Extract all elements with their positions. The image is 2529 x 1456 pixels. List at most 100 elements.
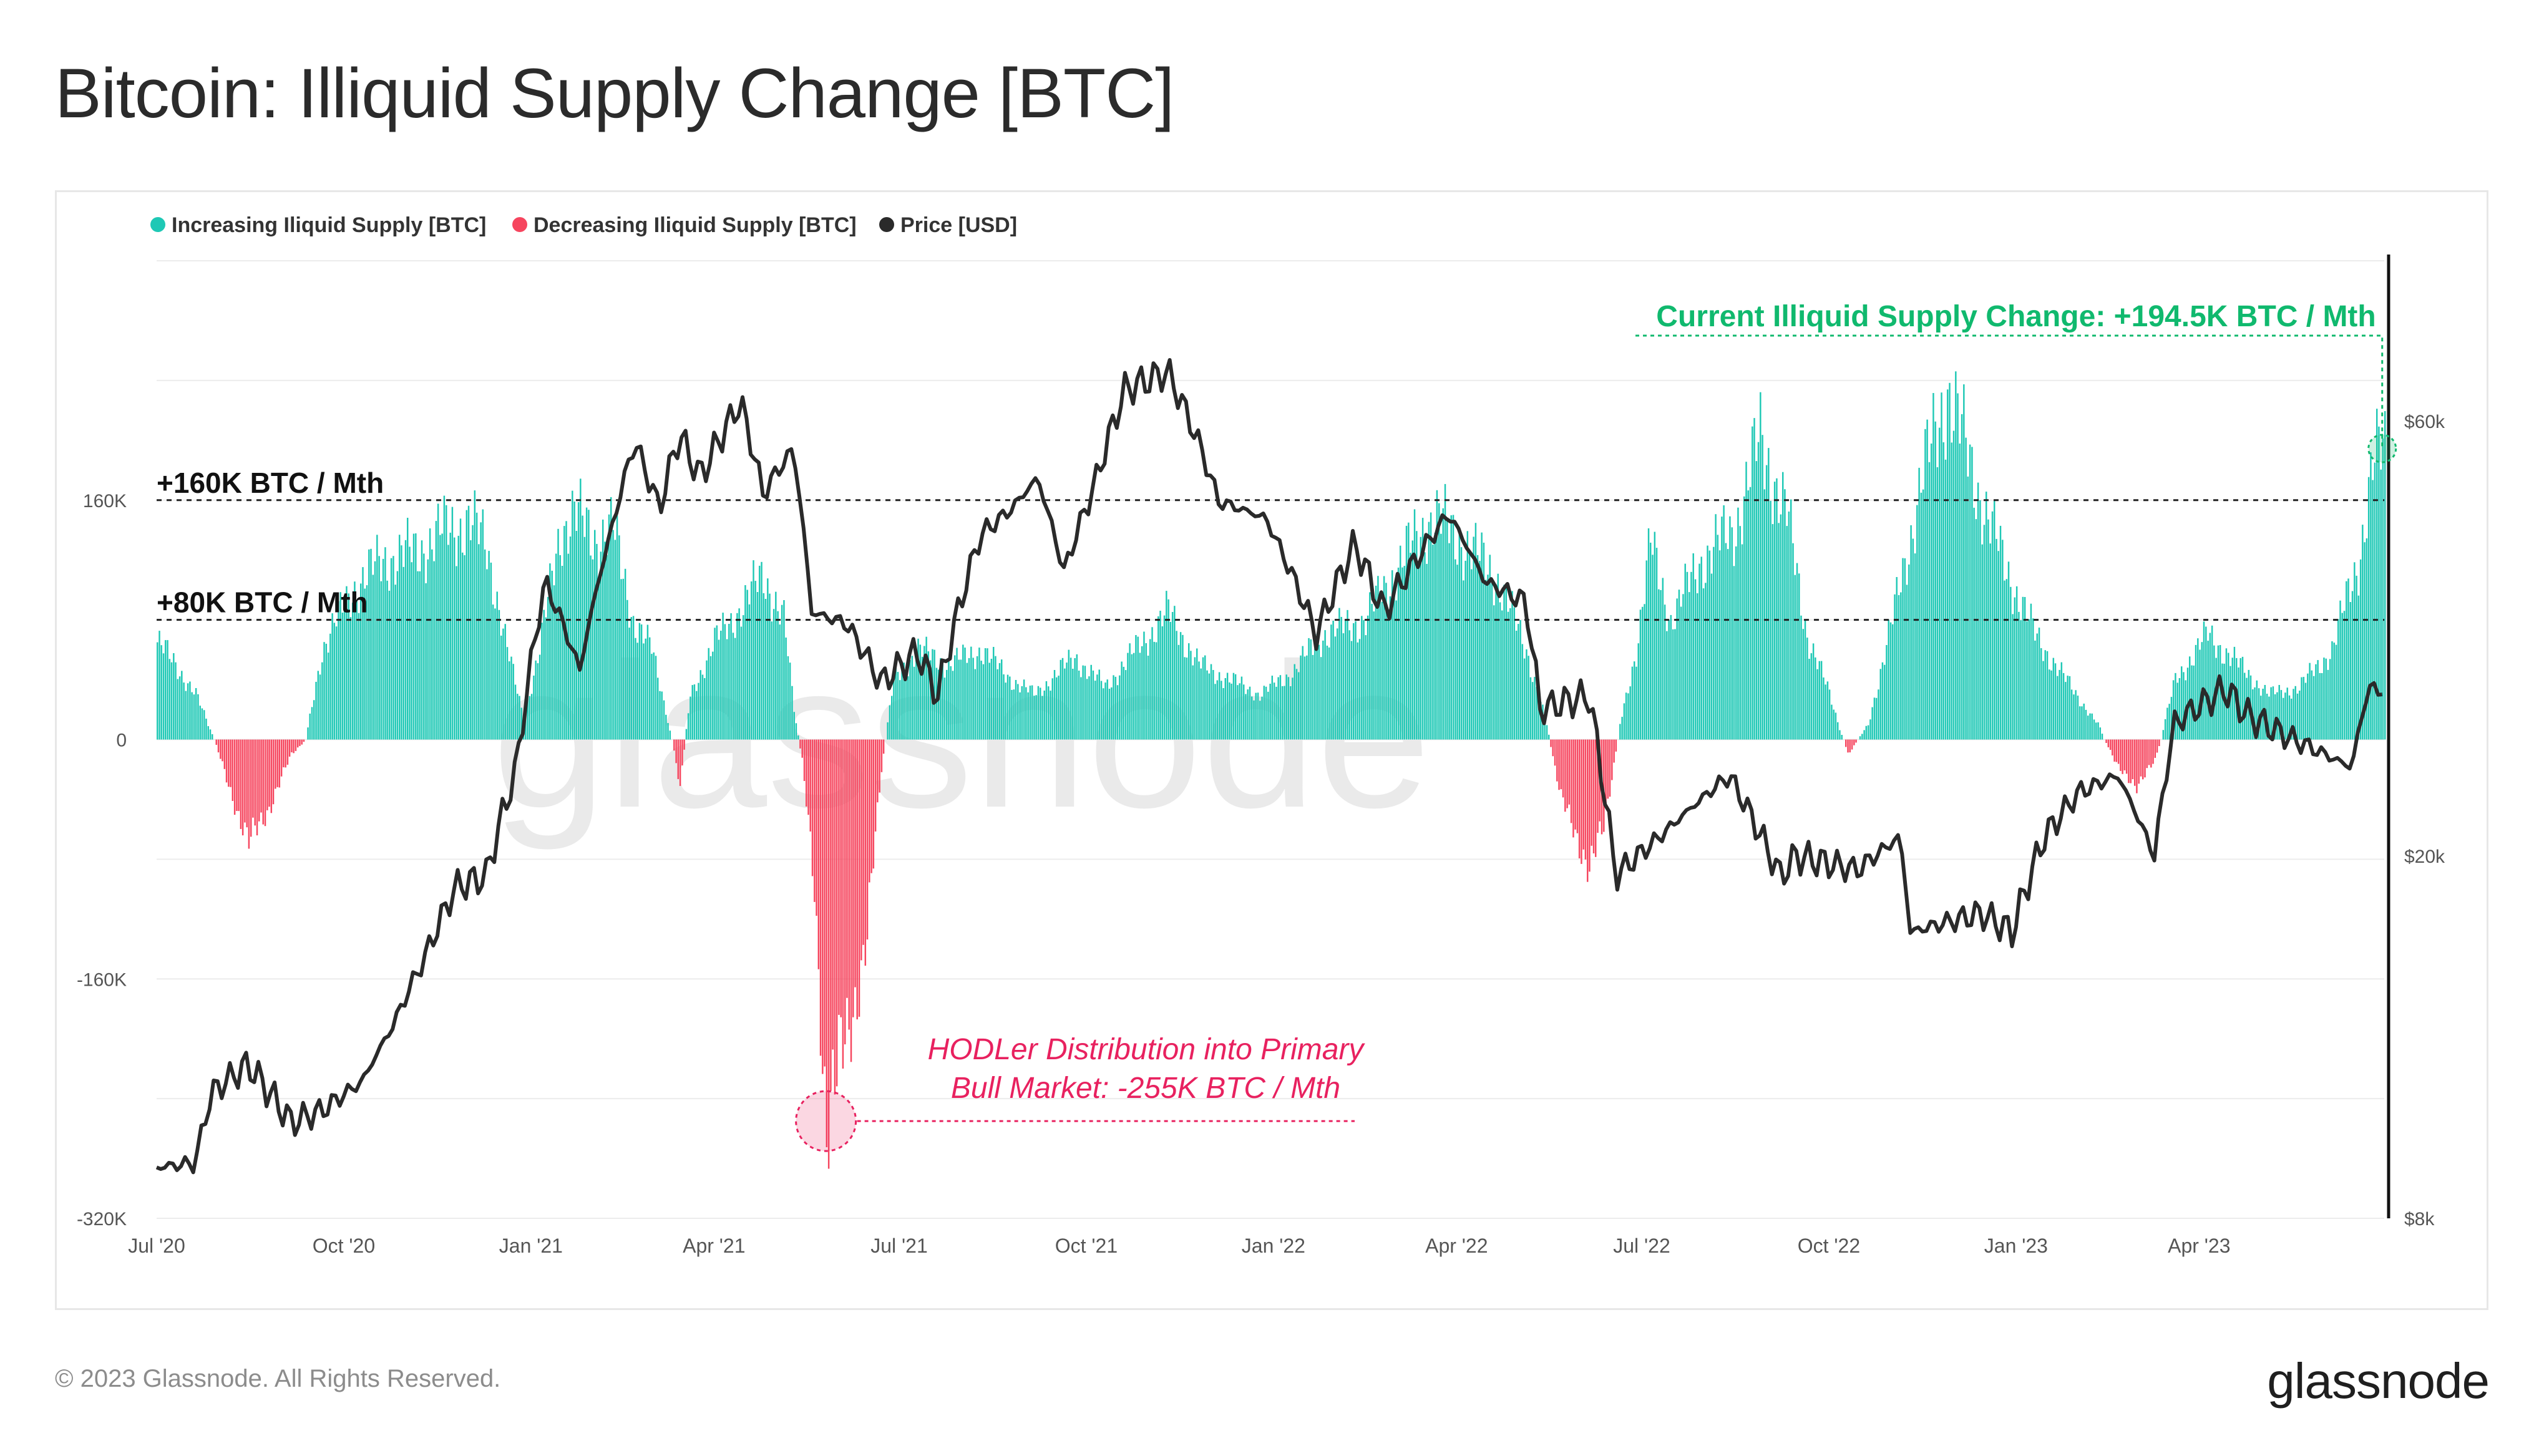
bar-decreasing [2146, 739, 2148, 769]
legend-decreasing-label[interactable]: Decreasing Iliquid Supply [BTC] [534, 213, 857, 237]
bar-increasing [640, 624, 643, 740]
bar-increasing [761, 561, 763, 740]
bar-decreasing [862, 739, 864, 945]
bar-increasing [1825, 684, 1826, 740]
bar-increasing [2060, 662, 2063, 740]
bar-decreasing [1574, 739, 1576, 830]
bar-decreasing [2120, 739, 2122, 771]
bar-increasing [2189, 656, 2191, 740]
bar-increasing [2325, 658, 2327, 740]
bar-increasing [1529, 677, 1532, 740]
bar-decreasing [283, 739, 285, 767]
bar-increasing [559, 555, 561, 740]
bar-decreasing [1847, 739, 1849, 753]
bar-decreasing [2144, 739, 2146, 778]
legend-increasing-label[interactable]: Increasing Iliquid Supply [BTC] [172, 213, 486, 237]
bar-increasing [659, 691, 661, 740]
bar-decreasing [681, 739, 683, 765]
bar-increasing [2020, 620, 2022, 740]
bar-increasing [197, 694, 199, 740]
bar-increasing [162, 653, 165, 740]
bar-increasing [1686, 571, 1688, 740]
bar-increasing [325, 643, 328, 740]
bar-increasing [2081, 706, 2083, 740]
bar-increasing [1169, 621, 1172, 740]
bar-increasing [1230, 683, 1232, 740]
bar-increasing [1436, 490, 1438, 740]
bar-decreasing [264, 739, 266, 827]
bar-increasing [1518, 624, 1519, 740]
bar-increasing [1430, 512, 1432, 740]
bar-increasing [2296, 693, 2299, 740]
bar-decreasing [293, 739, 295, 754]
brand-logo[interactable]: glassnode [2267, 1353, 2490, 1409]
bar-decreasing [1570, 739, 1572, 823]
bar-increasing [1949, 382, 1951, 740]
bar-increasing [317, 671, 319, 740]
bar-increasing [311, 707, 313, 740]
bar-increasing [663, 700, 665, 740]
bar-increasing [1886, 645, 1888, 740]
bar-increasing [1145, 643, 1147, 740]
bar-decreasing [819, 739, 822, 1056]
bar-increasing [407, 518, 409, 740]
bar-increasing [338, 601, 339, 740]
bar-increasing [1234, 674, 1237, 740]
bar-increasing [368, 549, 370, 740]
bar-increasing [1792, 543, 1794, 740]
bar-increasing [1113, 675, 1114, 740]
bar-increasing [1523, 658, 1526, 740]
bar-decreasing [817, 739, 820, 969]
bar-increasing [950, 666, 952, 740]
bar-increasing [1951, 442, 1953, 740]
bar-increasing [1879, 669, 1881, 740]
bar-increasing [1700, 556, 1702, 740]
bar-decreasing [1603, 739, 1605, 832]
bar-increasing [1221, 681, 1222, 740]
bar-decreasing [244, 739, 246, 823]
bar-increasing [1650, 542, 1652, 740]
bar-increasing [1275, 686, 1277, 740]
bar-increasing [529, 696, 531, 740]
bar-increasing [1061, 658, 1064, 740]
bar-increasing [1908, 564, 1910, 740]
bar-increasing [1727, 549, 1729, 740]
bar-increasing [1208, 673, 1211, 740]
bar-increasing [555, 553, 557, 740]
bar-increasing [1098, 669, 1100, 740]
page-title: Bitcoin: Illiquid Supply Change [BTC] [55, 54, 1174, 132]
bar-increasing [748, 604, 751, 740]
x-tick-label: Jul '22 [1613, 1235, 1670, 1257]
bar-increasing [1033, 696, 1035, 740]
bar-decreasing [270, 739, 273, 813]
bar-increasing [1499, 602, 1501, 740]
bar-increasing [1912, 538, 1914, 740]
bar-increasing [2323, 658, 2325, 740]
bar-increasing [525, 711, 527, 740]
bar-increasing [1237, 685, 1239, 740]
bar-increasing [2197, 638, 2199, 740]
bar-increasing [1019, 692, 1021, 740]
bar-increasing [2217, 645, 2220, 740]
bar-increasing [2028, 619, 2030, 740]
bar-increasing [519, 696, 520, 740]
bar-increasing [409, 546, 411, 740]
bar-decreasing [2158, 739, 2160, 746]
bar-increasing [1163, 615, 1166, 740]
bar-increasing [1111, 687, 1113, 740]
x-tick-label: Apr '23 [2168, 1235, 2230, 1257]
bar-increasing [2321, 673, 2323, 740]
bar-decreasing [1853, 739, 1855, 745]
bar-increasing [1141, 646, 1143, 740]
bar-increasing [402, 566, 404, 740]
bar-increasing [183, 682, 185, 740]
legend-price-label[interactable]: Price [USD] [900, 213, 1017, 237]
bar-increasing [1922, 489, 1924, 740]
bar-increasing [535, 660, 537, 740]
bar-increasing [2315, 664, 2317, 740]
bar-increasing [1420, 536, 1422, 740]
bar-increasing [1743, 496, 1745, 740]
bar-increasing [2050, 670, 2052, 740]
bar-increasing [1702, 588, 1705, 740]
bar-increasing [1257, 692, 1259, 740]
